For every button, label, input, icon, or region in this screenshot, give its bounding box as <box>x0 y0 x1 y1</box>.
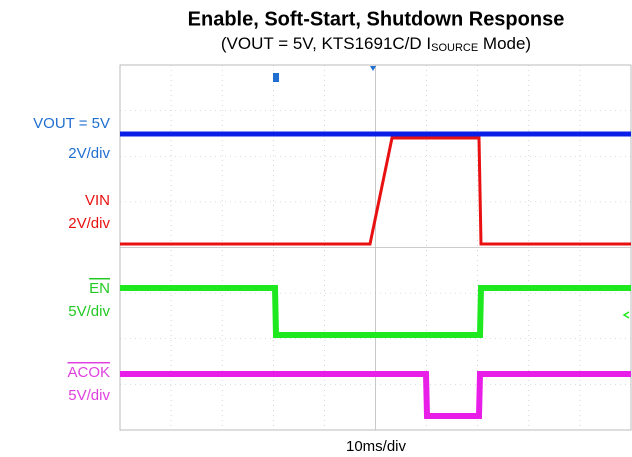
chart-title: Enable, Soft-Start, Shutdown Response <box>188 8 565 30</box>
channel-scale: 2V/div <box>68 145 110 162</box>
grid <box>120 65 631 430</box>
channel-scale: 2V/div <box>68 215 110 232</box>
trigger-marker <box>370 66 376 71</box>
subtitle-text: Mode) <box>478 34 531 53</box>
subtitle-text: (VOUT = 5V, KTS1691C/D I <box>221 34 431 53</box>
channel-name: VOUT = 5V <box>33 115 110 132</box>
channel-name: ACOK <box>67 364 110 381</box>
en-offset-marker <box>622 311 630 319</box>
channel-name: EN <box>89 280 110 297</box>
channel-scale: 5V/div <box>68 387 110 404</box>
acok-trace <box>120 371 631 419</box>
vin-trace <box>120 136 631 246</box>
trigger-icon <box>273 73 279 82</box>
plot-frame <box>119 64 632 431</box>
channel-scale: 5V/div <box>68 303 110 320</box>
chart-subtitle: (VOUT = 5V, KTS1691C/D ISOURCE Mode) <box>221 34 531 53</box>
subtitle-subscript: SOURCE <box>431 42 478 54</box>
channel-name: VIN <box>85 192 110 209</box>
en-trace <box>120 285 631 338</box>
timebase-label: 10ms/div <box>346 438 407 455</box>
